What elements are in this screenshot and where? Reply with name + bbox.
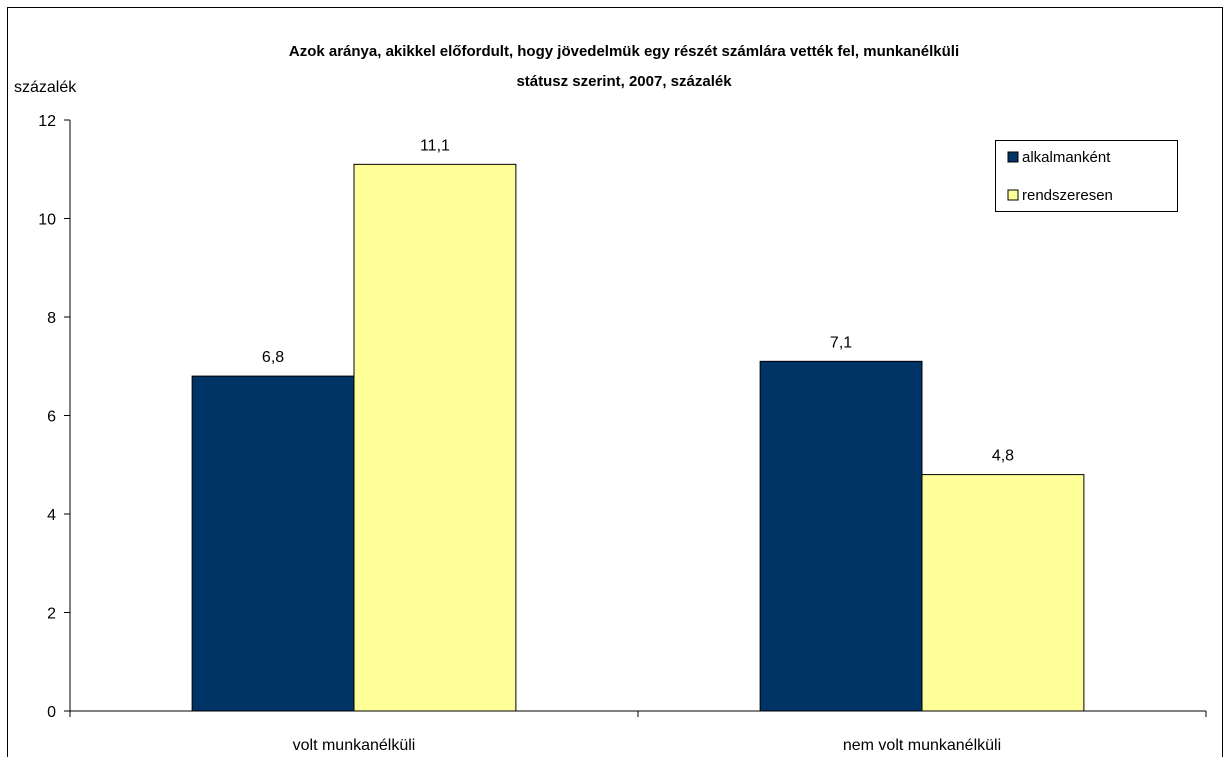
y-tick-label: 10 [38,212,56,229]
x-ticks [69,711,1207,717]
bar-value-label: 4,8 [992,448,1014,465]
bar-value-label: 7,1 [830,334,852,351]
bar [921,474,1085,712]
x-category-label: volt munkanélküli [293,737,416,754]
bar [191,375,355,712]
bars [191,163,1085,712]
chart-title-line-1: Azok aránya, akikkel előfordult, hogy jö… [289,43,959,60]
category-labels: volt munkanélküli nem volt munkanélküli [293,737,1002,754]
y-tick-label: 8 [47,310,56,327]
bar-labels: 6,8 11,1 7,1 4,8 [262,137,1014,464]
chart-title-line-2: státusz szerint, 2007, százalék [516,73,732,90]
legend-swatch-rendszeresen [1007,189,1019,201]
y-tick-label: 12 [38,113,56,130]
legend-box [995,140,1178,212]
y-ticks: 0 2 4 6 8 10 12 [38,113,70,721]
legend-label-alkalmankent: alkalmanként [1022,149,1111,166]
bar [759,360,923,712]
y-tick-label: 0 [47,704,56,721]
y-tick-label: 2 [47,606,56,623]
x-category-label: nem volt munkanélküli [843,737,1001,754]
legend-swatch-alkalmankent [1007,151,1019,163]
y-tick-label: 4 [47,507,56,524]
bar-value-label: 11,1 [420,137,450,154]
legend-label-rendszeresen: rendszeresen [1022,187,1113,204]
y-tick-label: 6 [47,409,56,426]
bar-value-label: 6,8 [262,349,284,366]
bar [353,163,517,712]
y-axis-label: százalék [14,79,77,96]
legend: alkalmanként rendszeresen [995,140,1178,212]
